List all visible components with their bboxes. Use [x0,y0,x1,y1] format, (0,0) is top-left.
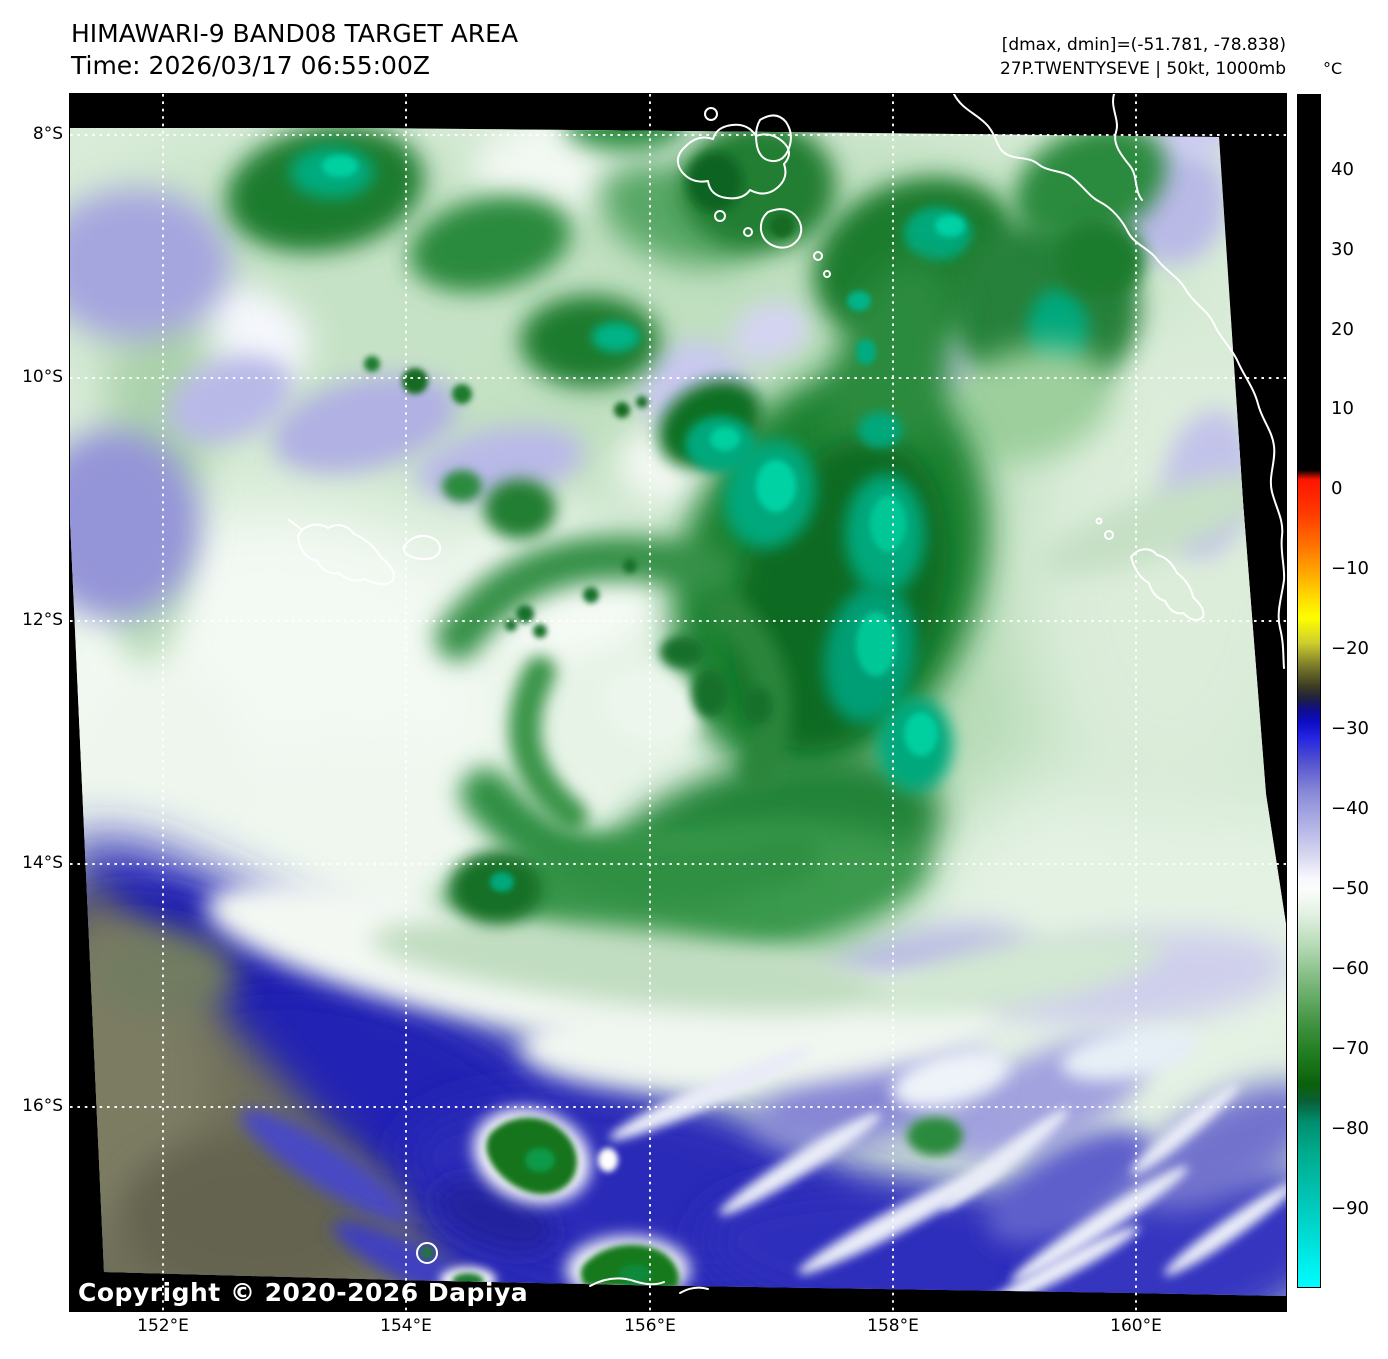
copyright-notice: Copyright © 2020-2026 Dapiya [78,1278,529,1307]
lon-tick-label: 160°E [1110,1316,1162,1336]
lat-tick-label: 16°S [22,1096,63,1116]
colorbar-tick-label: −60 [1331,957,1369,979]
colorbar-tick-label: −50 [1331,878,1369,899]
colorbar [1297,94,1321,1288]
satellite-image [70,94,1286,1311]
page-title: HIMAWARI-9 BAND08 TARGET AREA [71,19,519,48]
colorbar-tick-label: 10 [1331,398,1354,420]
colorbar-unit-label: °C [1323,59,1343,78]
lat-tick-label: 14°S [22,853,63,873]
coastlines [288,94,1286,1294]
colorbar-tick-label: −40 [1331,798,1369,820]
lon-tick-label: 154°E [380,1316,432,1336]
timestamp: Time: 2026/03/17 06:55:00Z [71,51,430,80]
lon-tick-label: 152°E [137,1316,189,1336]
colorbar-tick-label: 40 [1331,158,1354,180]
title-block: HIMAWARI-9 BAND08 TARGET AREA Time: 2026… [71,18,518,82]
cyclone-spiral [435,534,820,902]
lon-tick-label: 158°E [867,1316,919,1336]
colorbar-tick-label: −10 [1331,558,1369,580]
colorbar-tick-label: 30 [1331,238,1354,260]
colorbar-tick-label: −20 [1331,638,1369,660]
dmax-dmin-readout: [dmax, dmin]=(-51.781, -78.838) [1001,35,1286,55]
lon-tick-label: 156°E [624,1316,676,1336]
lat-tick-label: 10°S [22,367,63,387]
colorbar-tick-label: −90 [1331,1197,1369,1219]
colorbar-tick-label: −30 [1331,718,1369,740]
colorbar-tick-label: 20 [1331,318,1354,340]
satellite-swath [70,128,1286,1296]
info-block: [dmax, dmin]=(-51.781, -78.838) 27P.TWEN… [1000,33,1286,81]
lat-tick-label: 8°S [32,124,63,144]
map-plot-area: Copyright © 2020-2026 Dapiya [69,93,1287,1312]
transition-fringe [205,475,1269,1156]
colorbar-tick-label: −70 [1331,1037,1369,1059]
colorbar-tick-label: 0 [1331,478,1343,500]
lat-tick-label: 12°S [22,610,63,630]
graticule [70,94,1286,1311]
colorbar-tick-label: −80 [1331,1117,1369,1139]
storm-info: 27P.TWENTYSEVE | 50kt, 1000mb [999,59,1286,79]
